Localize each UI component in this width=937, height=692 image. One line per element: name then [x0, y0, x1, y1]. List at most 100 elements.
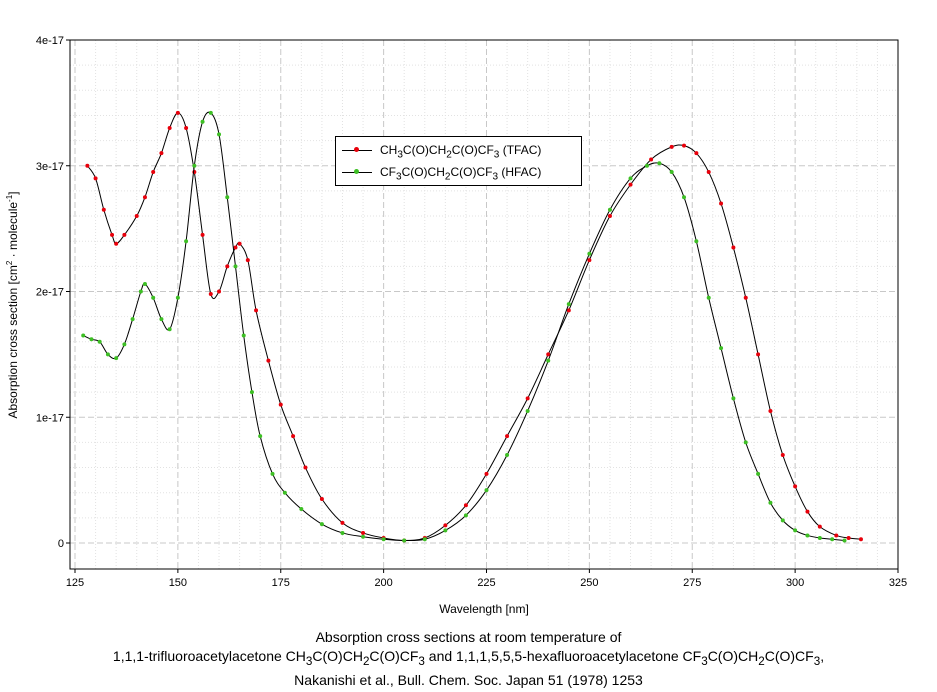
x-axis-title: Wavelength [nm] [439, 602, 529, 616]
data-point-hfac [669, 170, 674, 175]
data-point-hfac [142, 281, 147, 286]
data-point-hfac [546, 358, 551, 363]
data-point-tfac [319, 496, 324, 501]
data-point-tfac [254, 308, 259, 313]
data-point-hfac [422, 537, 427, 542]
data-point-hfac [768, 500, 773, 505]
data-point-hfac [657, 161, 662, 166]
data-point-hfac [249, 390, 254, 395]
data-point-tfac [780, 452, 785, 457]
data-point-hfac [184, 239, 189, 244]
data-point-tfac [184, 126, 189, 131]
y-axis-title: Absorption cross section [cm2 · molecule… [5, 191, 20, 418]
data-point-hfac [682, 195, 687, 200]
data-point-tfac [93, 176, 98, 181]
data-point-hfac [381, 537, 386, 542]
data-point-hfac [340, 530, 345, 535]
figure-caption: Absorption cross sections at room temper… [0, 628, 937, 690]
data-point-hfac [299, 507, 304, 512]
data-point-tfac [245, 258, 250, 263]
data-point-hfac [484, 488, 489, 493]
data-point-hfac [233, 264, 238, 269]
y-tick-label: 0 [58, 538, 64, 550]
data-point-hfac [706, 295, 711, 300]
data-point-hfac [805, 533, 810, 538]
x-axis-ticks: 125 150 175 200 225 250 275 300 325 [66, 569, 907, 589]
data-point-hfac [105, 352, 110, 357]
data-point-hfac [130, 317, 135, 322]
legend-label-tfac: CH3C(O)CH2C(O)CF3 (TFAC) [380, 143, 542, 161]
data-point-tfac [834, 533, 839, 538]
data-point-tfac [237, 241, 242, 246]
data-point-hfac [282, 490, 287, 495]
data-point-tfac [694, 151, 699, 156]
x-tick-label: 225 [477, 577, 495, 589]
data-point-tfac [114, 241, 119, 246]
data-point-tfac [159, 151, 164, 156]
legend-label-hfac: CF3C(O)CH2C(O)CF3 (HFAC) [380, 165, 542, 183]
data-point-tfac [525, 396, 530, 401]
data-point-tfac [217, 289, 222, 294]
data-point-tfac [278, 402, 283, 407]
data-point-tfac [200, 232, 205, 237]
legend-item-tfac: CH3C(O)CH2C(O)CF3 (TFAC) [336, 141, 581, 161]
y-tick-label: 1e-17 [36, 412, 64, 424]
data-point-hfac [167, 327, 172, 332]
data-point-hfac [830, 537, 835, 542]
data-point-tfac [101, 207, 106, 212]
grid [70, 39, 899, 569]
caption-line-3: Nakanishi et al., Bull. Chem. Soc. Japan… [294, 671, 643, 688]
x-tick-label: 150 [169, 577, 187, 589]
y-tick-label: 4e-17 [36, 35, 64, 47]
data-point-hfac [402, 538, 407, 543]
chart-canvas: 125 150 175 200 225 250 275 300 325 0 1e-17 2e-17 3… [5, 35, 907, 616]
data-point-tfac [587, 258, 592, 263]
data-point-hfac [241, 333, 246, 338]
data-point-tfac [846, 535, 851, 540]
data-point-hfac [719, 346, 724, 351]
x-tick-label: 250 [580, 577, 598, 589]
plot-frame [69, 39, 899, 570]
series-group [81, 110, 863, 543]
data-point-hfac [731, 396, 736, 401]
x-tick-label: 325 [889, 577, 907, 589]
data-point-hfac [217, 132, 222, 137]
data-point-hfac [208, 110, 213, 115]
data-point-tfac [756, 352, 761, 357]
data-point-tfac [628, 182, 633, 187]
x-tick-label: 125 [66, 577, 84, 589]
data-point-hfac [81, 333, 86, 338]
data-point-hfac [505, 452, 510, 457]
y-tick-label: 2e-17 [36, 287, 64, 299]
x-tick-label: 175 [272, 577, 290, 589]
data-point-hfac [361, 534, 366, 539]
data-point-hfac [607, 207, 612, 212]
data-point-tfac [443, 523, 448, 528]
data-point-tfac [463, 503, 468, 508]
legend-item-hfac: CF3C(O)CH2C(O)CF3 (HFAC) [336, 163, 581, 183]
data-point-hfac [743, 440, 748, 445]
data-point-tfac [743, 295, 748, 300]
caption-line-2: 1,1,1-trifluoroacetylacetone CH3C(O)CH2C… [112, 648, 825, 668]
data-point-tfac [225, 264, 230, 269]
data-point-tfac [546, 352, 551, 357]
x-tick-label: 275 [683, 577, 701, 589]
data-point-tfac [566, 308, 571, 313]
data-point-tfac [361, 530, 366, 535]
data-point-hfac [270, 471, 275, 476]
data-point-tfac [134, 214, 139, 219]
data-point-hfac [756, 471, 761, 476]
caption-line-1: Absorption cross sections at room temper… [315, 629, 622, 645]
data-point-tfac [142, 195, 147, 200]
data-point-hfac [525, 408, 530, 413]
data-point-hfac [200, 119, 205, 124]
data-point-tfac [719, 201, 724, 206]
data-point-hfac [780, 518, 785, 523]
data-point-tfac [233, 245, 238, 250]
data-point-hfac [628, 176, 633, 181]
data-point-hfac [138, 289, 143, 294]
data-point-hfac [114, 356, 119, 361]
data-point-hfac [694, 239, 699, 244]
legend-marker-tfac [354, 147, 359, 152]
data-point-tfac [649, 157, 654, 162]
